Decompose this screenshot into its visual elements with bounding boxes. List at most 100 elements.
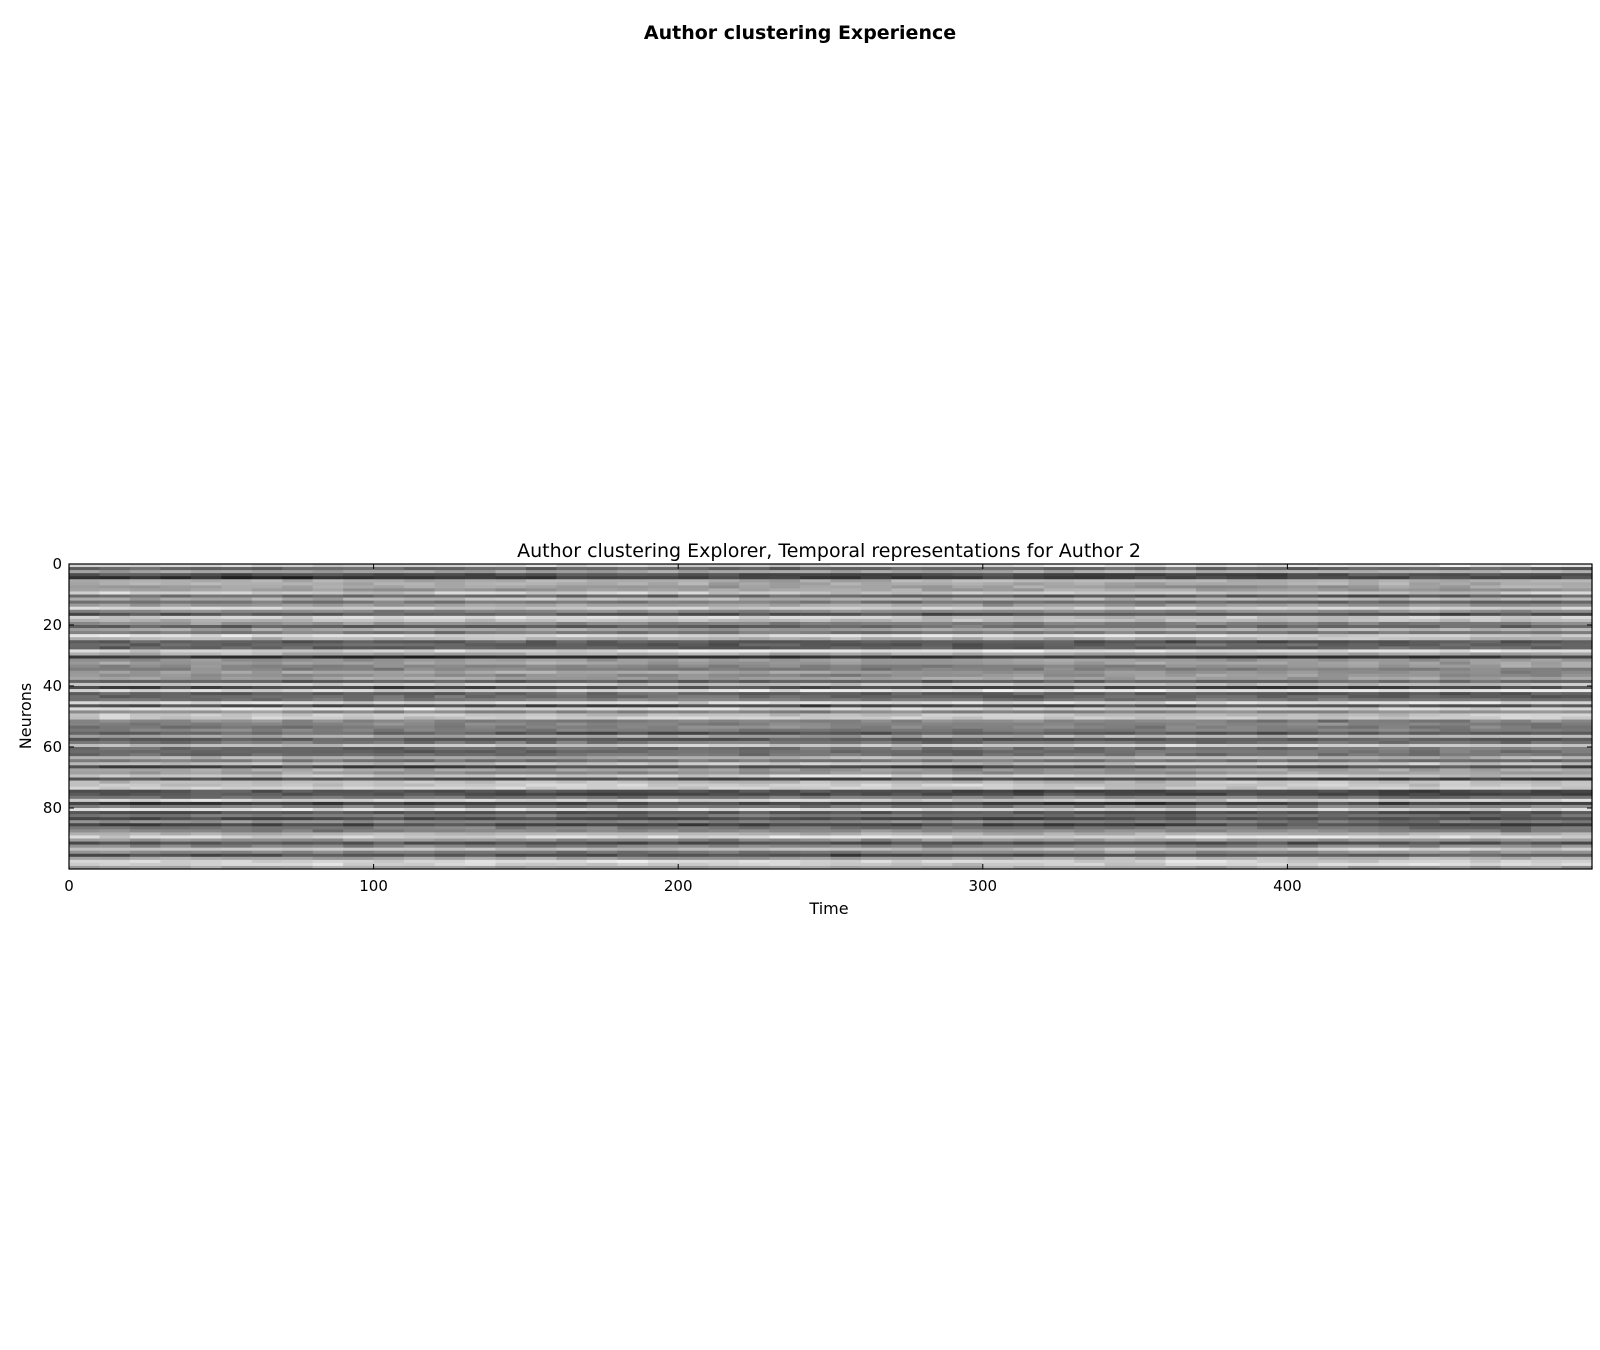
heatmap-cell — [464, 686, 497, 690]
heatmap-cell — [1561, 701, 1593, 705]
heatmap-cell — [1378, 725, 1410, 730]
heatmap-cell — [586, 567, 618, 571]
heatmap-cell — [556, 676, 588, 681]
heatmap-cell — [860, 625, 893, 629]
heatmap-cell — [1013, 811, 1045, 815]
heatmap-cell — [556, 792, 588, 797]
heatmap-cell — [952, 777, 984, 781]
heatmap-cell — [891, 771, 923, 775]
heatmap-cell — [830, 844, 862, 849]
heatmap-cell — [343, 753, 375, 757]
heatmap-cell — [434, 847, 466, 852]
heatmap-cell — [221, 673, 253, 678]
heatmap-cell — [891, 609, 923, 614]
heatmap-cell — [769, 655, 801, 659]
heatmap-cell — [1104, 603, 1136, 608]
heatmap-cell — [1165, 792, 1197, 797]
heatmap-cell — [1165, 865, 1197, 870]
heatmap-cell — [1439, 719, 1471, 723]
heatmap-cell — [1317, 649, 1349, 653]
heatmap-cell — [1439, 856, 1471, 861]
heatmap-cell — [1409, 801, 1441, 806]
heatmap-cell — [495, 823, 527, 827]
heatmap-cell — [404, 704, 436, 708]
heatmap-cell — [373, 649, 405, 653]
heatmap-cell — [982, 667, 1014, 672]
heatmap-cell — [921, 847, 953, 852]
heatmap-cell — [830, 649, 862, 653]
heatmap-cell — [830, 646, 862, 650]
heatmap-cell — [647, 713, 679, 717]
heatmap-cell — [1439, 615, 1471, 620]
heatmap-cell — [1074, 753, 1106, 757]
heatmap-cell — [769, 698, 801, 702]
heatmap-cell — [556, 682, 588, 687]
heatmap-cell — [556, 686, 588, 690]
heatmap-cell — [617, 853, 649, 858]
heatmap-cell — [404, 743, 436, 748]
heatmap-cell — [434, 801, 466, 806]
heatmap-cell — [1287, 682, 1319, 687]
heatmap-cell — [586, 865, 618, 870]
heatmap-cell — [1500, 762, 1532, 766]
heatmap-cell — [251, 850, 283, 855]
heatmap-cell — [464, 625, 497, 629]
heatmap-cell — [952, 698, 984, 702]
heatmap-cell — [343, 646, 375, 650]
heatmap-cell — [1409, 582, 1441, 586]
heatmap-cell — [99, 670, 131, 675]
heatmap-cell — [129, 667, 161, 672]
heatmap-cell — [1226, 716, 1258, 720]
heatmap-cell — [1439, 762, 1471, 766]
heatmap-cell — [373, 646, 405, 650]
heatmap-cell — [373, 701, 405, 705]
heatmap-cell — [1317, 795, 1349, 800]
heatmap-cell — [860, 588, 893, 592]
heatmap-cell — [190, 771, 222, 775]
heatmap-cell — [1104, 859, 1136, 864]
heatmap-cell — [860, 570, 893, 574]
heatmap-cell — [373, 826, 405, 830]
heatmap-cell — [769, 594, 801, 598]
heatmap-cell — [190, 606, 222, 611]
heatmap-cell — [1378, 716, 1410, 720]
heatmap-cell — [343, 832, 375, 836]
heatmap-cell — [617, 585, 649, 589]
heatmap-cell — [160, 567, 192, 571]
heatmap-cell — [1317, 582, 1349, 586]
heatmap-cell — [1531, 606, 1563, 611]
heatmap-cell — [891, 853, 923, 858]
heatmap-cell — [495, 780, 527, 784]
heatmap-cell — [160, 637, 192, 641]
heatmap-cell — [921, 588, 953, 592]
heatmap-cell — [1074, 728, 1106, 733]
heatmap-cell — [221, 655, 253, 659]
heatmap-cell — [830, 643, 862, 647]
heatmap-cell — [404, 731, 436, 736]
heatmap-cell — [221, 844, 253, 849]
heatmap-cell — [586, 783, 618, 788]
heatmap-cell — [464, 670, 497, 675]
heatmap-cell — [1348, 737, 1380, 742]
heatmap-cell — [1531, 618, 1563, 623]
heatmap-cell — [251, 792, 283, 797]
heatmap-cell — [891, 835, 923, 839]
heatmap-cell — [1013, 646, 1045, 650]
heatmap-cell — [860, 643, 893, 647]
heatmap-cell — [1104, 853, 1136, 858]
heatmap-cell — [586, 737, 618, 742]
heatmap-cell — [160, 768, 192, 772]
heatmap-cell — [1348, 682, 1380, 687]
heatmap-cell — [1287, 686, 1319, 690]
heatmap-cell — [952, 731, 984, 736]
heatmap-cell — [982, 606, 1014, 611]
heatmap-cell — [739, 609, 771, 614]
heatmap-cell — [1196, 585, 1228, 589]
heatmap-cell — [1409, 850, 1441, 855]
heatmap-cell — [1013, 789, 1045, 794]
heatmap-cell — [1348, 740, 1380, 745]
heatmap-cell — [678, 728, 710, 733]
heatmap-cell — [1196, 771, 1228, 775]
heatmap-cell — [891, 844, 923, 849]
heatmap-cell — [190, 862, 222, 867]
